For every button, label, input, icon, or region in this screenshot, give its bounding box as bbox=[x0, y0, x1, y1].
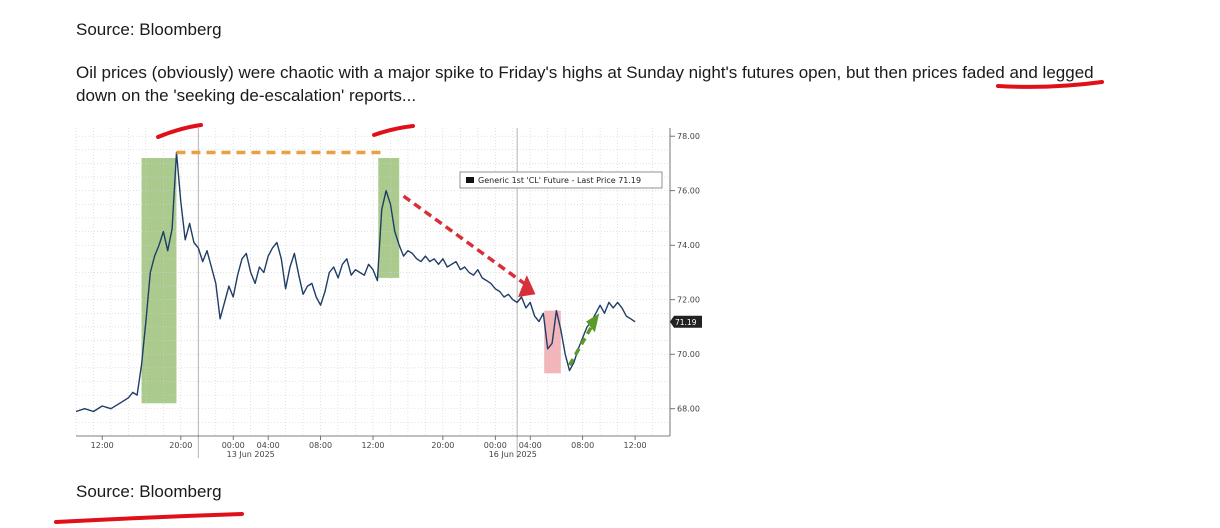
price-series-line bbox=[75, 151, 636, 413]
red-downtrend-arrow bbox=[402, 194, 526, 285]
red-arrow-head bbox=[518, 275, 536, 297]
legend-swatch bbox=[466, 177, 474, 183]
source-footer: Source: Bloomberg bbox=[76, 482, 222, 501]
article-paragraph: Oil prices (obviously) were chaotic with… bbox=[76, 61, 1136, 107]
paragraph-highlight: prices faded bbox=[912, 63, 1005, 82]
y-tick-label: 76.00 bbox=[677, 187, 700, 196]
legend-label: Generic 1st 'CL' Future - Last Price 71.… bbox=[478, 176, 641, 185]
x-tick-label: 08:00 bbox=[309, 441, 332, 450]
paragraph-text-after: and legged down on the 'seeking de-escal… bbox=[76, 63, 1094, 105]
source-header: Source: Bloomberg bbox=[76, 20, 222, 39]
last-price-label: 71.19 bbox=[675, 318, 697, 327]
oil-price-chart: 78.00 76.00 74.00 72.00 70.00 68.00 12:00 20:0… bbox=[75, 128, 702, 459]
x-tick-label: 20:00 bbox=[431, 441, 454, 450]
x-tick-label: 12:00 bbox=[91, 441, 114, 450]
x-date-label: 13 Jun 2025 bbox=[227, 450, 275, 459]
underline-source-bottom bbox=[54, 512, 244, 524]
highlight-band-friday-spike bbox=[141, 157, 177, 404]
legend-box bbox=[459, 171, 663, 189]
paragraph-text-before: Oil prices (obviously) were chaotic with… bbox=[76, 63, 913, 82]
y-tick-label: 70.00 bbox=[677, 350, 700, 359]
x-tick-label: 04:00 bbox=[257, 441, 280, 450]
x-tick-label: 00:00 bbox=[484, 441, 507, 450]
last-price-marker bbox=[670, 315, 702, 328]
x-tick-label: 12:00 bbox=[361, 441, 384, 450]
x-tick-label: 12:00 bbox=[624, 441, 647, 450]
y-tick-label: 78.00 bbox=[677, 132, 700, 141]
x-tick-label: 20:00 bbox=[169, 441, 192, 450]
green-arrow-head bbox=[586, 313, 600, 333]
x-date-label: 16 Jun 2025 bbox=[489, 450, 537, 459]
y-tick-label: 74.00 bbox=[677, 241, 700, 250]
y-tick-label: 68.00 bbox=[677, 405, 700, 414]
x-tick-label: 00:00 bbox=[222, 441, 245, 450]
y-tick-label: 72.00 bbox=[677, 296, 700, 305]
x-tick-label: 04:00 bbox=[519, 441, 542, 450]
x-tick-label: 08:00 bbox=[571, 441, 594, 450]
green-rebound-arrow bbox=[568, 326, 593, 367]
